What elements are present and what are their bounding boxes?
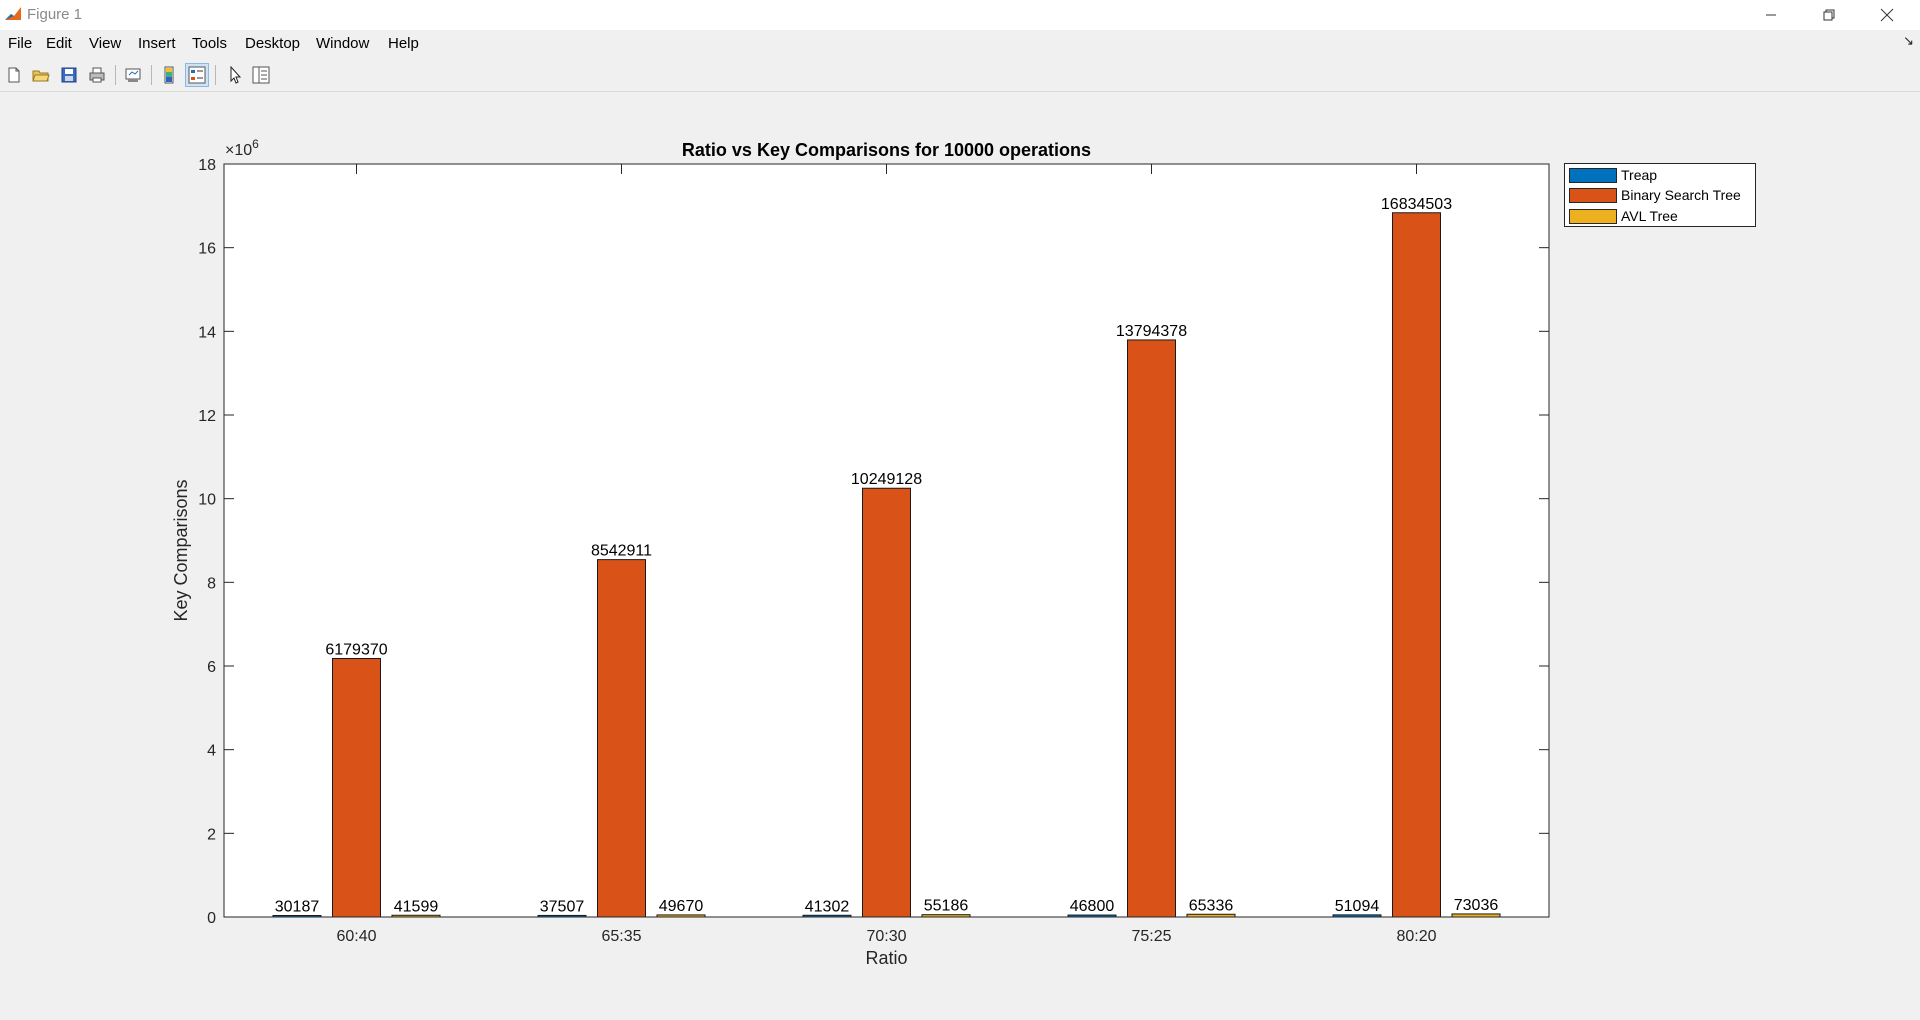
data-label: 37507: [540, 898, 585, 915]
toolbar-separator: [215, 65, 216, 85]
legend-swatch-bst: [1569, 187, 1617, 203]
menu-window[interactable]: Window: [316, 35, 370, 52]
legend-label-bst: Binary Search Tree: [1621, 187, 1741, 203]
y-tick-label: 6: [207, 659, 216, 676]
x-tick-label: 75:25: [1131, 928, 1171, 945]
legend-item-bst: Binary Search Tree: [1569, 185, 1741, 205]
x-tick-label: 70:30: [866, 928, 906, 945]
close-icon: [1880, 8, 1894, 22]
menu-edit[interactable]: Edit: [46, 35, 72, 52]
menu-insert[interactable]: Insert: [138, 35, 176, 52]
data-label: 13794378: [1116, 323, 1187, 340]
x-tick-label: 60:40: [336, 928, 376, 945]
link-plot-button[interactable]: [121, 63, 145, 87]
menu-desktop[interactable]: Desktop: [245, 35, 301, 52]
insert-colorbar-icon: [164, 66, 174, 84]
link-plot-icon: [125, 68, 141, 82]
legend-swatch-treap: [1569, 167, 1617, 183]
bar: [1127, 339, 1176, 918]
legend-label-avl: AVL Tree: [1621, 208, 1678, 224]
insert-colorbar-button[interactable]: [157, 63, 181, 87]
y-tick-label: 4: [207, 743, 216, 760]
figure-canvas: 0 2 4 6 8 10 12 14 16 18 60:40 30187 6179370 41599 65:…: [0, 92, 1920, 1020]
y-tick-label: 2: [207, 826, 216, 843]
property-inspector-icon: [252, 66, 270, 84]
data-label: 16834503: [1381, 196, 1452, 213]
x-axis-label: Ratio: [865, 948, 907, 968]
new-figure-icon: [8, 67, 20, 83]
chart-title: Ratio vs Key Comparisons for 10000 opera…: [682, 140, 1091, 160]
print-figure-icon: [89, 67, 105, 83]
bar: [597, 559, 646, 918]
window-title: Figure 1: [27, 6, 83, 23]
restore-icon: [1823, 9, 1835, 21]
edit-plot-button[interactable]: [223, 63, 247, 87]
data-label: 51094: [1335, 898, 1380, 915]
close-button[interactable]: [1858, 0, 1916, 30]
y-tick-label: 10: [198, 492, 216, 509]
insert-legend-button[interactable]: [185, 63, 209, 87]
legend-item-treap: Treap: [1569, 165, 1657, 185]
y-tick-label: 12: [198, 408, 216, 425]
menu-file[interactable]: File: [8, 35, 33, 52]
menu-help[interactable]: Help: [388, 35, 419, 52]
print-figure-button[interactable]: [85, 63, 109, 87]
bar-chart[interactable]: 0 2 4 6 8 10 12 14 16 18 60:40 30187 6179370 41599 65:…: [0, 92, 1920, 1020]
figure-toolbar: [0, 58, 1920, 92]
new-figure-button[interactable]: [2, 63, 26, 87]
data-label: 41302: [805, 898, 850, 915]
chart-legend[interactable]: Treap Binary Search Tree AVL Tree: [1564, 163, 1756, 227]
minimize-button[interactable]: [1742, 0, 1800, 30]
data-label: 65336: [1189, 897, 1234, 914]
data-label: 6179370: [325, 641, 387, 658]
y-axis-label: Key Comparisons: [171, 479, 191, 621]
bar: [332, 657, 381, 918]
data-label: 30187: [275, 899, 320, 916]
y-tick-label: 14: [198, 324, 216, 341]
y-tick-label: 0: [207, 910, 216, 927]
data-label: 8542911: [591, 543, 652, 560]
undock-arrow-icon[interactable]: ↘: [1903, 33, 1914, 48]
data-label: 49670: [659, 898, 704, 915]
window-title-bar: Figure 1: [0, 0, 1920, 30]
y-tick-label: 18: [198, 157, 216, 174]
data-label: 73036: [1454, 897, 1499, 914]
axes-box: [223, 163, 1550, 918]
y-tick-label: 16: [198, 241, 216, 258]
save-figure-button[interactable]: [57, 63, 81, 87]
menu-tools[interactable]: Tools: [192, 35, 228, 52]
y-exponent-label: ×106: [225, 137, 259, 159]
open-file-icon: [32, 70, 50, 82]
data-label: 55186: [924, 898, 969, 915]
property-inspector-button[interactable]: [249, 63, 273, 87]
bar: [1392, 212, 1441, 918]
data-label: 46800: [1070, 898, 1115, 915]
toolbar-separator: [151, 65, 152, 85]
insert-legend-icon: [188, 66, 206, 84]
legend-item-avl: AVL Tree: [1569, 206, 1678, 226]
edit-plot-icon: [230, 66, 242, 84]
toolbar-separator: [115, 65, 116, 85]
minimize-icon: [1766, 14, 1776, 16]
bar: [862, 487, 911, 918]
legend-swatch-avl: [1569, 208, 1617, 224]
save-figure-icon: [61, 67, 77, 83]
legend-label-treap: Treap: [1621, 167, 1658, 183]
x-tick-label: 65:35: [601, 928, 641, 945]
data-label: 10249128: [851, 471, 922, 488]
menu-bar: File Edit View Insert Tools Desktop Wind…: [0, 30, 1920, 58]
menu-view[interactable]: View: [89, 35, 122, 52]
data-label: 41599: [394, 898, 439, 915]
matlab-app-icon: [4, 5, 22, 23]
open-file-button[interactable]: [29, 63, 53, 87]
x-tick-label: 80:20: [1396, 928, 1436, 945]
y-tick-label: 8: [207, 575, 216, 592]
restore-button[interactable]: [1800, 0, 1858, 30]
